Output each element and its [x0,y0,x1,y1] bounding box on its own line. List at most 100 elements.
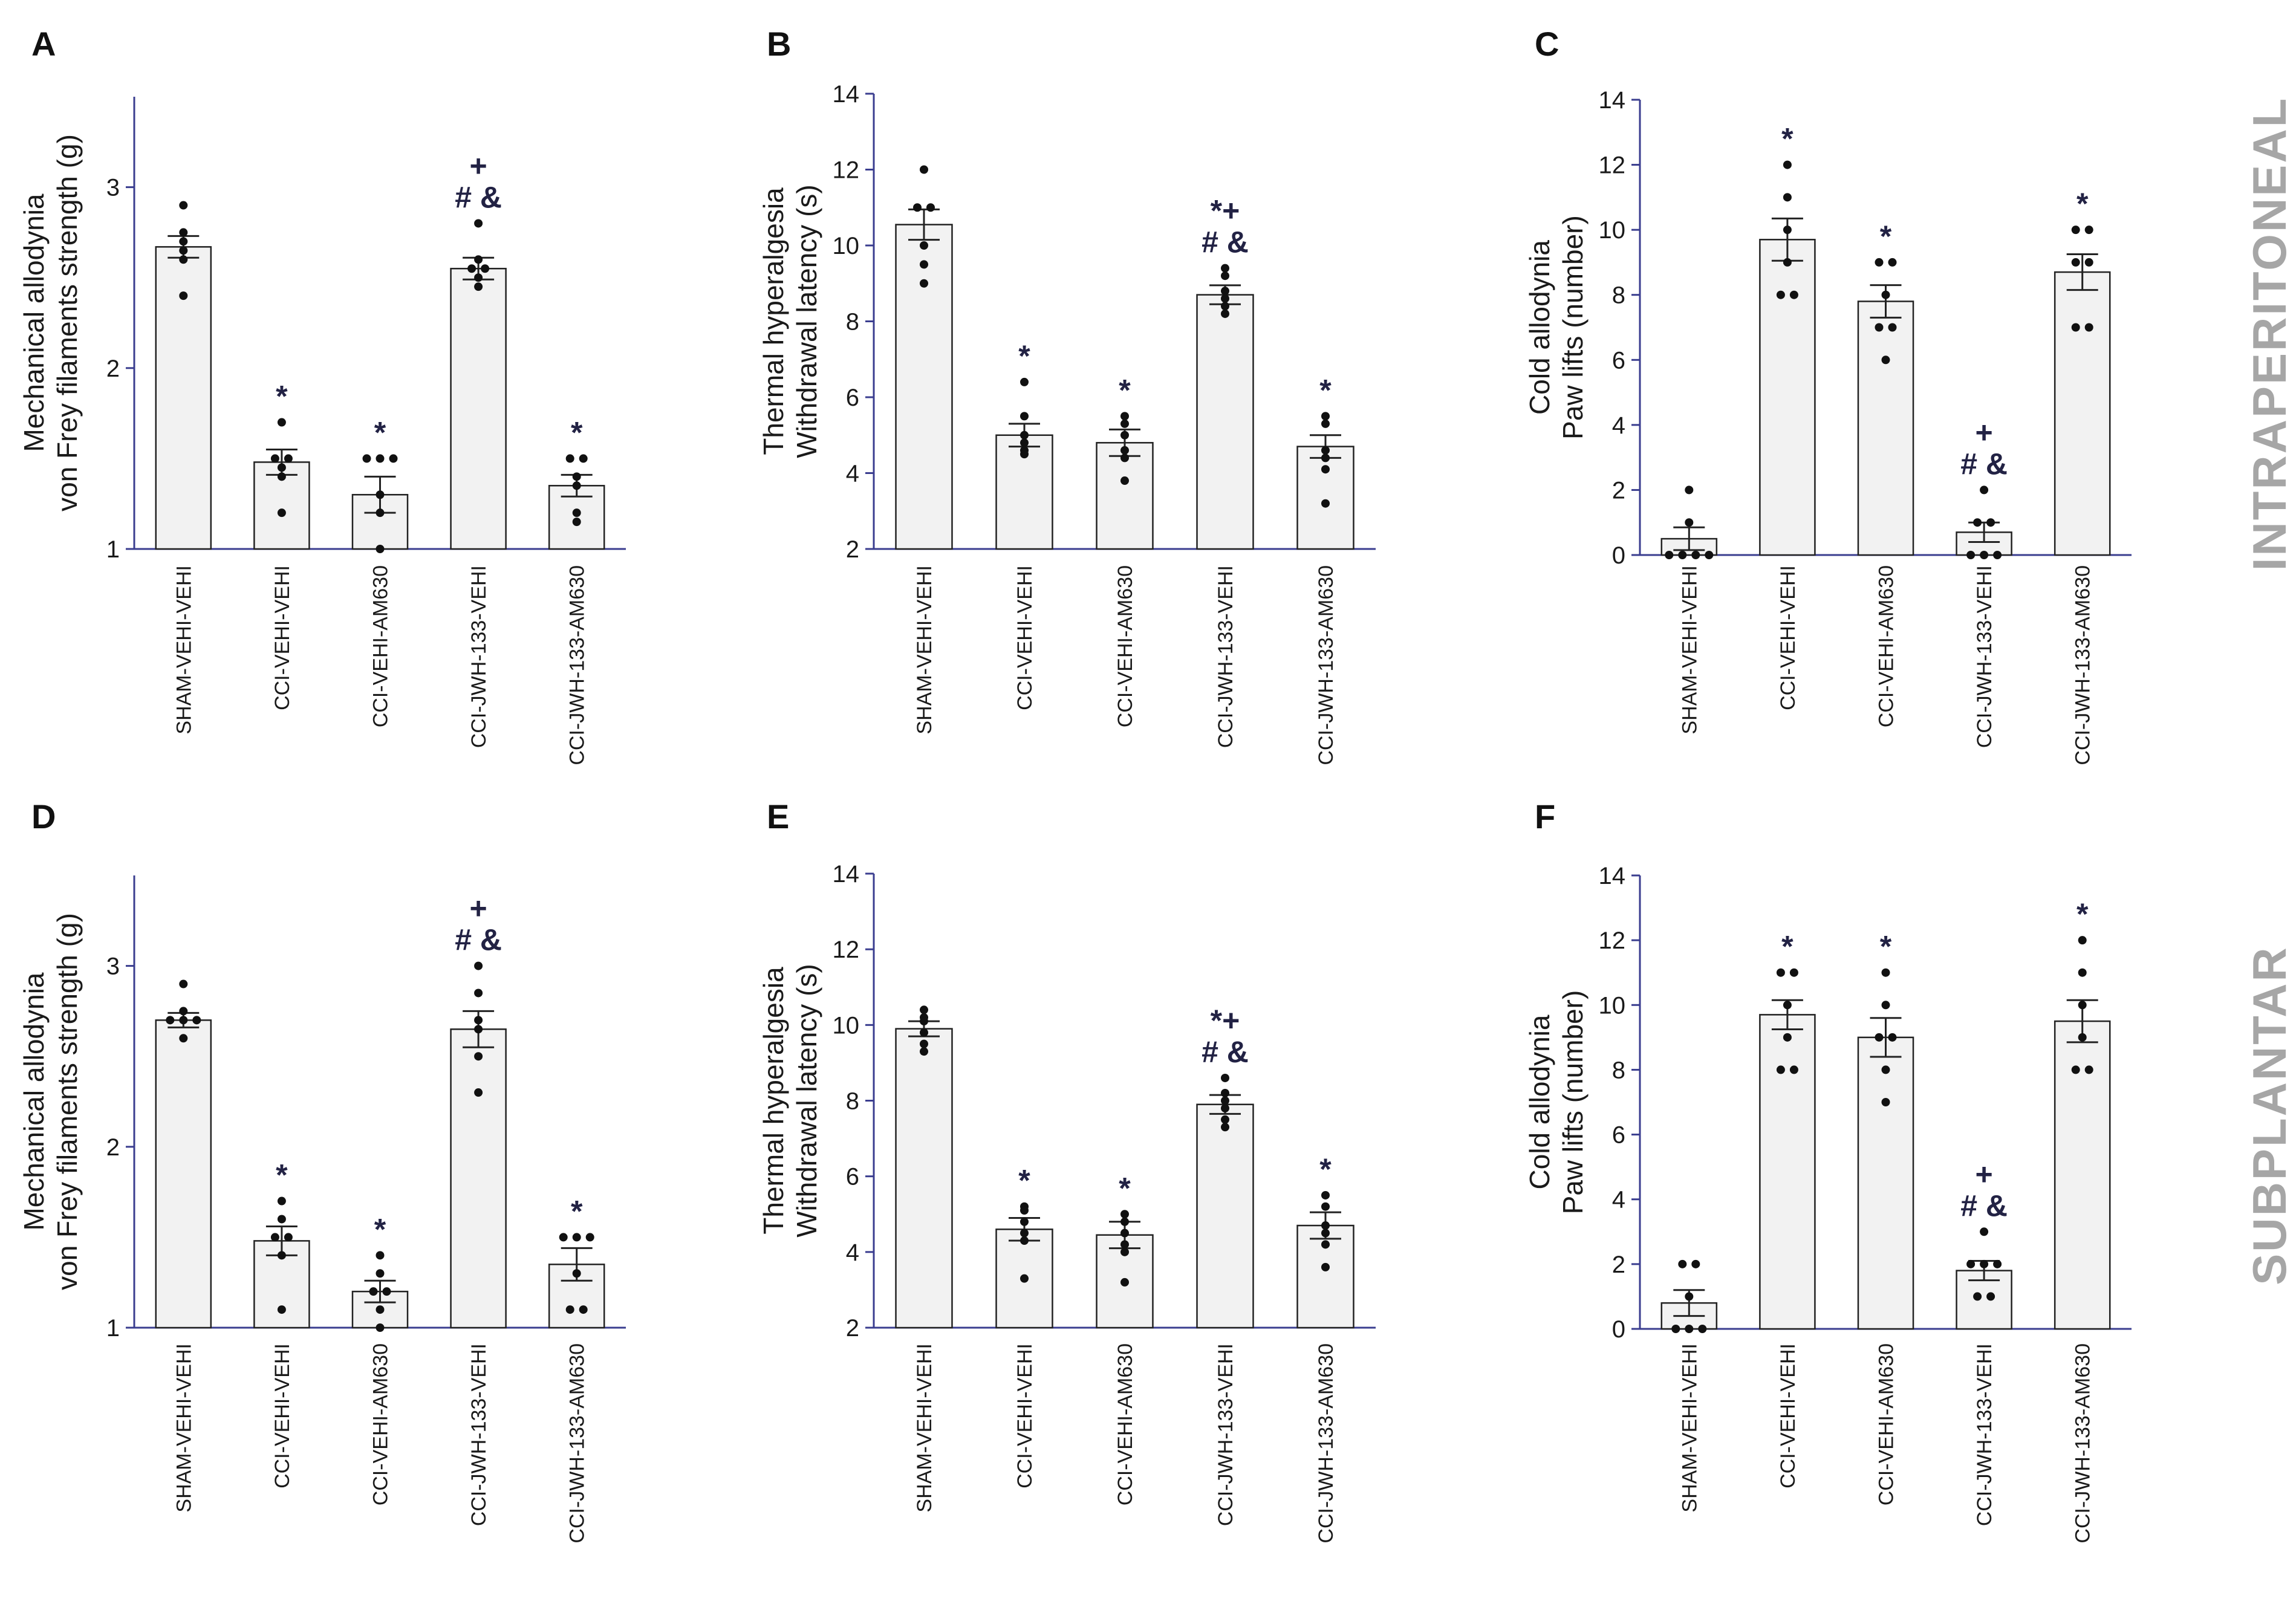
data-point [920,1039,928,1048]
data-point [1120,412,1129,421]
data-point [179,255,188,264]
data-point [1020,450,1029,459]
x-category-label: CCI-JWH-133-AM630 [1315,1343,1338,1544]
data-point [192,1016,201,1025]
data-point [1020,1274,1029,1283]
panel-letter: C [1535,25,1559,63]
data-point [1321,1221,1330,1230]
data-point [1321,1229,1330,1238]
bar [450,1028,507,1329]
bar [2054,1020,2111,1330]
y-tick-label: 14 [1599,863,1626,889]
y-tick-label: 12 [1599,152,1626,179]
data-point [1980,1227,1989,1236]
data-point [1221,294,1229,303]
data-point [166,1016,175,1025]
data-point [1783,226,1792,235]
data-point [474,219,483,228]
data-point [474,1088,483,1097]
data-point [376,1251,385,1260]
data-point [1221,1073,1229,1082]
data-point [2071,258,2080,267]
data-point [1321,419,1330,428]
data-point [2071,226,2080,235]
x-category-label: CCI-VEHI-VEHI [271,565,294,710]
x-category-label: SHAM-VEHI-VEHI [913,1343,936,1513]
data-point [1020,1206,1029,1215]
significance-marker: * [374,415,386,449]
data-point [1705,551,1714,559]
data-point [920,165,928,174]
significance-marker: * [1781,930,1794,964]
data-point [1221,271,1229,281]
x-category-label: SHAM-VEHI-VEHI [172,1343,195,1513]
data-point [1120,1240,1129,1249]
data-point [920,1028,928,1037]
data-point [376,1305,385,1314]
data-point [1888,1033,1897,1042]
y-axis-label-line2: von Frey filaments strength (g) [51,913,83,1290]
y-axis-label-line1: Thermal hyperalgesia [758,967,789,1235]
bar [1196,1103,1254,1329]
data-point [474,255,483,264]
data-point [1020,438,1029,447]
data-point [1120,453,1129,463]
data-point [2071,323,2080,332]
x-category-label: CCI-VEHI-AM630 [369,1343,392,1505]
data-point [1120,419,1129,428]
data-point [1221,1123,1229,1132]
data-point [376,545,385,553]
data-point [1221,264,1229,273]
data-point [1691,1259,1700,1268]
y-tick-label: 1 [106,1315,120,1342]
data-point [277,418,286,427]
data-point [362,454,371,463]
data-point [179,979,188,989]
y-tick-label: 8 [1612,282,1625,309]
y-tick-label: 14 [1599,87,1626,114]
chart-panel-e: E 2 4 6 8 10 12 14 Thermal hyperalgesia Withdrawa… [758,797,1376,1544]
y-axis-label-line1: Mechanical allodynia [18,972,50,1230]
y-axis-label-line1: Thermal hyperalgesia [758,187,789,455]
y-axis-label-line2: Paw lifts (number) [1557,990,1589,1215]
data-point [1020,430,1029,440]
y-tick-label: 8 [846,1088,859,1115]
data-point [1776,1065,1785,1074]
y-tick-label: 6 [1612,347,1625,374]
bar [895,224,953,550]
y-axis-label-line2: Withdrawal latency (s) [791,964,822,1237]
data-point [572,1233,581,1242]
data-point [277,1215,286,1224]
y-tick-label: 1 [106,536,120,563]
data-point [1993,1259,2002,1268]
significance-marker: * [374,1212,386,1246]
y-tick-label: 6 [846,1164,859,1190]
y-tick-label: 4 [846,461,859,487]
significance-marker: * [1319,1152,1332,1186]
significance-marker: * [1018,1164,1030,1198]
data-point [277,472,286,481]
data-point [1678,1259,1687,1268]
data-point [1120,1247,1129,1256]
data-point [179,1016,188,1025]
data-point [474,282,483,291]
bar [1857,300,1914,556]
data-point [1888,258,1897,267]
data-point [1691,551,1700,559]
data-point [1783,160,1792,169]
data-point [1120,430,1129,440]
data-point [1685,485,1694,495]
data-point [1685,1325,1694,1333]
x-category-label: CCI-VEHI-AM630 [1875,565,1898,727]
data-point [389,454,398,463]
x-category-label: CCI-JWH-133-VEHI [467,565,490,748]
y-tick-label: 8 [846,309,859,336]
data-point [1776,290,1785,299]
y-tick-label: 12 [1599,927,1626,954]
data-point [1020,412,1029,421]
data-point [1678,551,1687,559]
bar [1759,1014,1816,1330]
significance-marker: # & [1960,447,2008,481]
data-point [926,203,935,212]
data-point [1875,258,1884,267]
